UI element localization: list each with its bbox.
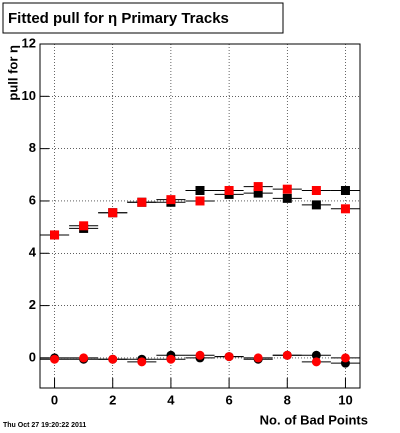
chart-title: Fitted pull for η Primary Tracks <box>8 10 229 27</box>
square-marker <box>108 208 118 218</box>
circle-marker <box>108 354 118 364</box>
circle-marker <box>166 354 176 364</box>
x-tick-label: 6 <box>225 392 232 407</box>
y-tick-label: 4 <box>29 245 37 260</box>
y-tick-label: 10 <box>22 88 36 103</box>
square-marker <box>224 185 234 195</box>
footer-date: Thu Oct 27 19:20:22 2011 <box>3 422 86 429</box>
x-tick-label: 2 <box>109 392 116 407</box>
y-tick-label: 8 <box>29 140 36 155</box>
circle-marker <box>79 353 89 363</box>
circle-marker <box>50 354 60 364</box>
square-marker <box>282 193 292 203</box>
square-marker <box>253 182 263 192</box>
square-marker <box>137 197 147 207</box>
x-tick-label: 10 <box>338 392 352 407</box>
square-marker <box>282 184 292 194</box>
square-marker <box>195 196 205 206</box>
square-marker <box>311 200 321 210</box>
x-axis-label: No. of Bad Points <box>260 412 368 427</box>
circle-marker <box>282 350 292 360</box>
square-marker <box>50 230 60 240</box>
y-tick-label: 2 <box>29 297 36 312</box>
square-marker <box>311 185 321 195</box>
y-tick-label: 6 <box>29 192 36 207</box>
y-axis-label: pull for η <box>5 45 20 101</box>
x-tick-label: 0 <box>51 392 58 407</box>
square-marker <box>340 204 350 214</box>
circle-marker <box>340 353 350 363</box>
square-marker <box>340 185 350 195</box>
x-tick-label: 4 <box>167 392 175 407</box>
square-marker <box>195 185 205 195</box>
circle-marker <box>137 357 147 367</box>
y-tick-label: 0 <box>29 349 36 364</box>
square-marker <box>166 195 176 205</box>
square-marker <box>79 221 89 231</box>
circle-marker <box>253 353 263 363</box>
circle-marker <box>311 350 321 360</box>
title-box <box>2 2 284 34</box>
circle-marker <box>311 357 321 367</box>
circle-marker <box>195 350 205 360</box>
x-tick-label: 8 <box>284 392 291 407</box>
square-marker <box>253 188 263 198</box>
circle-marker <box>224 352 234 362</box>
y-tick-label: 12 <box>22 35 36 50</box>
